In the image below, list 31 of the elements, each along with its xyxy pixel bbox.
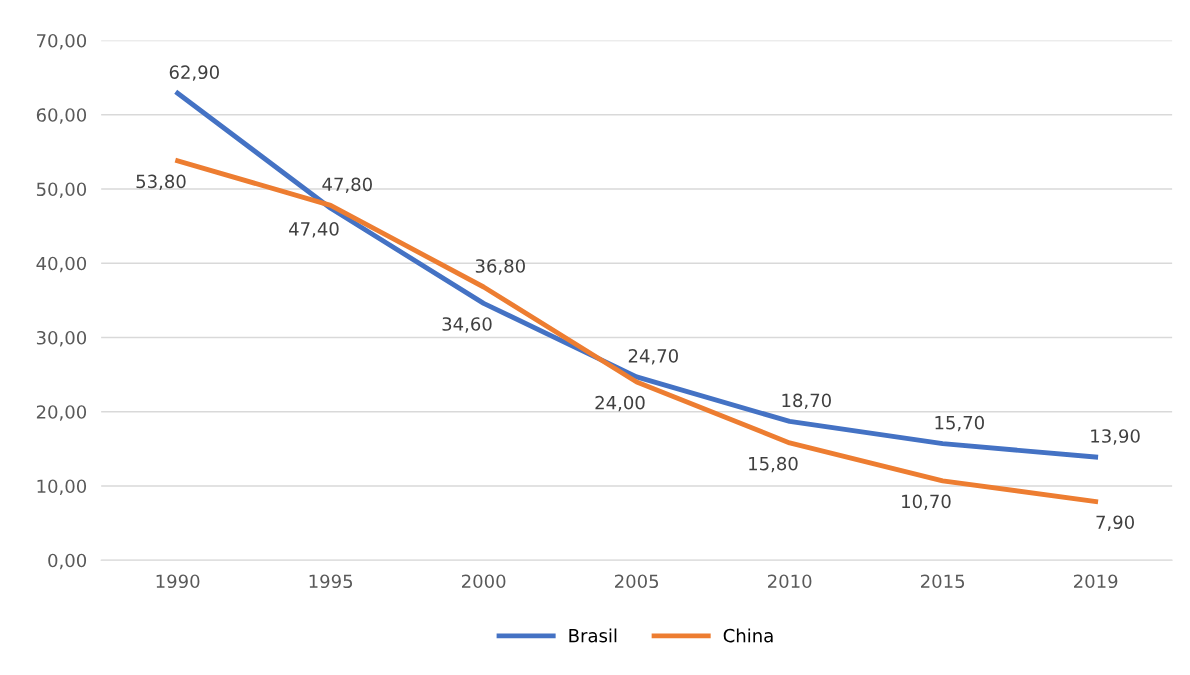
x-tick-label: 2005 bbox=[615, 574, 659, 589]
x-tick-label: 1995 bbox=[309, 574, 353, 589]
data-label: 34,60 bbox=[442, 317, 492, 333]
x-tick-label: 2015 bbox=[921, 574, 965, 589]
data-label: 53,80 bbox=[136, 174, 186, 191]
x-tick-label: 1990 bbox=[156, 574, 200, 589]
data-label: 15,70 bbox=[935, 415, 984, 432]
data-label: 47,40 bbox=[289, 222, 339, 238]
legend-label: China bbox=[723, 628, 773, 643]
y-tick-label: 30,00 bbox=[36, 330, 87, 347]
data-label: 13,90 bbox=[1091, 429, 1140, 445]
data-label: 24,00 bbox=[595, 395, 645, 412]
x-tick-label: 2010 bbox=[768, 574, 812, 589]
y-tick-label: 20,00 bbox=[36, 405, 87, 421]
data-label: 10,70 bbox=[902, 494, 951, 511]
x-tick-label: 2000 bbox=[462, 574, 506, 589]
y-tick-label: 70,00 bbox=[37, 33, 87, 50]
data-label: 15,80 bbox=[749, 456, 798, 473]
y-tick-label: 0,00 bbox=[48, 553, 87, 570]
y-tick-label: 60,00 bbox=[36, 108, 87, 124]
data-label: 47,80 bbox=[322, 177, 372, 193]
y-tick-label: 50,00 bbox=[36, 182, 87, 198]
data-label: 18,70 bbox=[782, 393, 831, 410]
y-tick-label: 40,00 bbox=[36, 256, 87, 273]
x-tick-label: 2019 bbox=[1074, 574, 1118, 589]
legend-label: Brasil bbox=[569, 628, 617, 643]
y-tick-label: 10,00 bbox=[37, 479, 87, 495]
data-label: 7,90 bbox=[1096, 515, 1134, 531]
data-label: 36,80 bbox=[475, 259, 525, 275]
data-label: 24,70 bbox=[628, 348, 678, 365]
data-label: 62,90 bbox=[169, 65, 219, 81]
